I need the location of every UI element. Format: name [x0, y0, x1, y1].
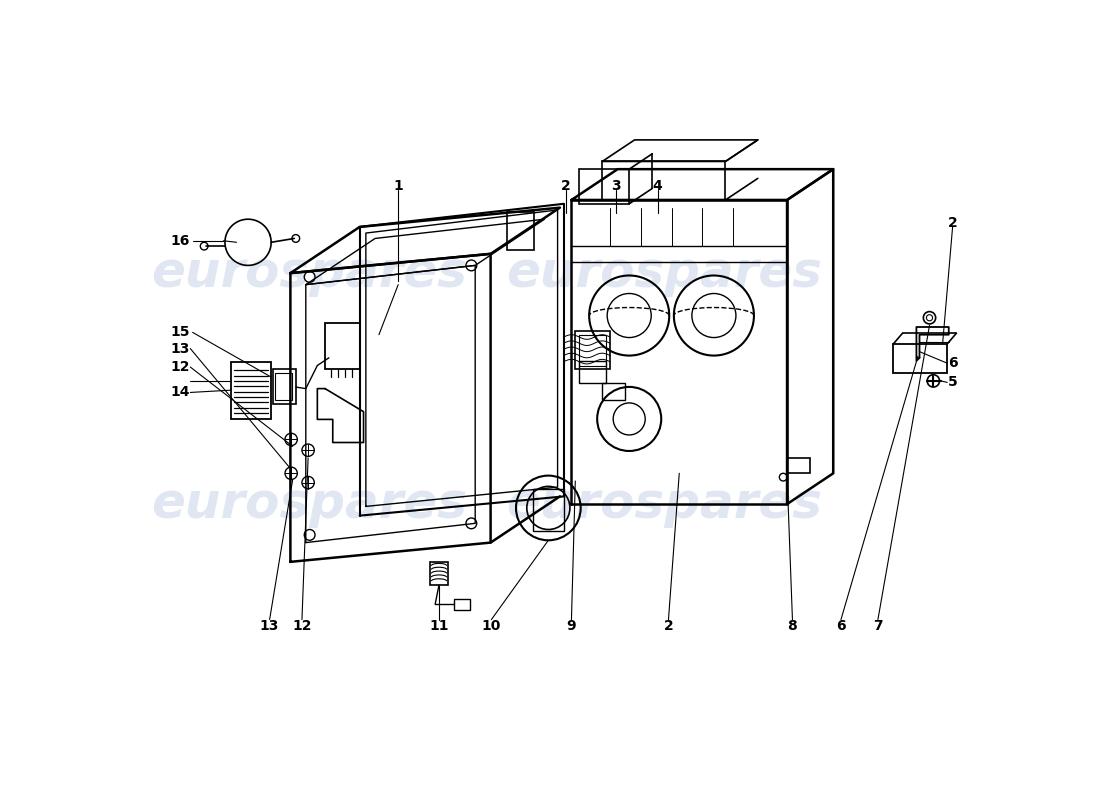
Text: 8: 8 — [788, 618, 798, 633]
Bar — [603, 383, 625, 400]
Text: eurospares: eurospares — [506, 249, 822, 297]
Bar — [580, 169, 629, 204]
Text: 12: 12 — [170, 360, 190, 374]
Text: 10: 10 — [482, 618, 502, 633]
Text: 2: 2 — [663, 618, 673, 633]
Text: eurospares: eurospares — [152, 249, 468, 297]
Text: 7: 7 — [873, 618, 882, 633]
Bar — [275, 373, 292, 400]
Text: 13: 13 — [170, 342, 190, 355]
Bar — [507, 211, 534, 250]
Text: eurospares: eurospares — [152, 480, 468, 528]
Text: 14: 14 — [170, 386, 190, 399]
Bar — [231, 362, 272, 419]
Text: 13: 13 — [260, 618, 279, 633]
Bar — [575, 331, 609, 370]
Bar — [580, 361, 606, 382]
Bar — [454, 599, 470, 610]
Text: 15: 15 — [170, 326, 190, 339]
Bar — [603, 162, 726, 200]
Text: 3: 3 — [612, 179, 620, 193]
Bar — [580, 334, 606, 366]
Text: 16: 16 — [170, 234, 190, 248]
Text: 6: 6 — [836, 618, 846, 633]
Bar — [788, 458, 810, 474]
Text: 11: 11 — [429, 618, 449, 633]
Text: eurospares: eurospares — [506, 480, 822, 528]
Text: 2: 2 — [948, 216, 957, 230]
Text: 4: 4 — [652, 179, 662, 193]
Bar — [326, 323, 360, 370]
Text: 12: 12 — [293, 618, 311, 633]
Bar — [273, 370, 296, 404]
Text: 1: 1 — [394, 179, 403, 193]
Bar — [893, 344, 947, 373]
Bar — [534, 489, 563, 531]
Text: 9: 9 — [566, 618, 576, 633]
Text: 2: 2 — [561, 179, 571, 193]
Text: 6: 6 — [948, 356, 957, 370]
Bar — [430, 562, 449, 585]
Text: 5: 5 — [948, 375, 957, 390]
